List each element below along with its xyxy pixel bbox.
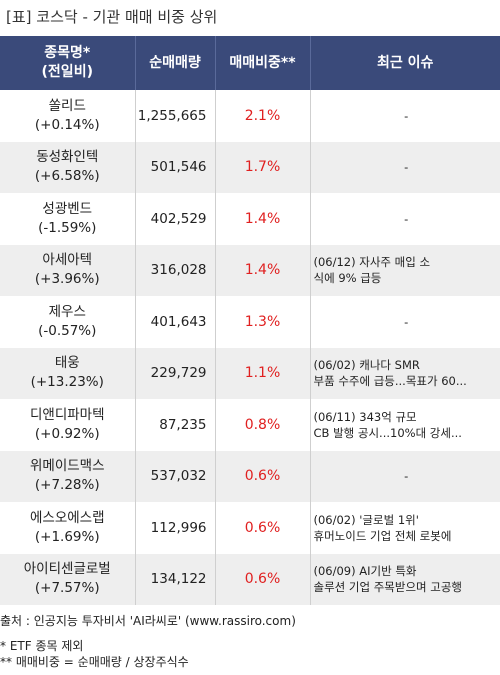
issue-line1: (06/12) 자사주 매입 소 [313, 255, 431, 270]
header-name-line2: (전일비) [41, 64, 93, 80]
issue-line2: 솔루션 기업 주목받으며 고공행 [313, 580, 463, 595]
issue-line1: (06/11) 343억 규모 [313, 409, 417, 424]
recent-issue: - [310, 296, 500, 348]
stock-change: (+1.69%) [34, 528, 100, 545]
header-net-volume: 순매매량 [135, 36, 216, 90]
stock-name: 위메이드맥스 [29, 458, 105, 475]
stock-change: (+7.57%) [34, 580, 100, 597]
net-volume: 501,546 [135, 141, 216, 193]
stock-name-cell: 태웅 (+13.23%) [0, 347, 136, 399]
recent-issue: (06/02) '글로벌 1위' 휴머노이드 기업 전체 로봇에 [310, 502, 500, 554]
header-trade-ratio: 매매비중** [215, 36, 311, 90]
stock-name-cell: 동성화인텍 (+6.58%) [0, 141, 136, 193]
net-volume: 537,032 [135, 450, 216, 502]
table-row: 태웅 (+13.23%) 229,729 1.1% (06/02) 캐나다 SMR 부품 … [0, 347, 500, 400]
trade-ratio: 1.7% [215, 141, 311, 193]
issue-line1: (06/02) 캐나다 SMR [313, 358, 420, 373]
net-volume: 134,122 [135, 553, 216, 605]
ranking-table: 종목명* (전일비) 순매매량 매매비중** 최근 이슈 쏠리드 (+0.14%)… [0, 36, 500, 605]
source-note: 출처 : 인공지능 투자비서 'AI라씨로' (www.rassiro.com) [0, 614, 296, 628]
table-header-row: 종목명* (전일비) 순매매량 매매비중** 최근 이슈 [0, 36, 500, 90]
issue-line2: 식에 9% 급등 [313, 271, 382, 286]
stock-name: 제우스 [48, 303, 86, 320]
footnote-etf: * ETF 종목 제외 [0, 639, 84, 653]
trade-ratio: 0.6% [215, 450, 311, 502]
net-volume: 229,729 [135, 347, 216, 399]
recent-issue: - [310, 142, 500, 194]
stock-name-cell: 아이티센글로벌 (+7.57%) [0, 553, 136, 605]
table-row: 동성화인텍 (+6.58%) 501,546 1.7% - [0, 141, 500, 194]
table-row: 아이티센글로벌 (+7.57%) 134,122 0.6% (06/09) AI기반 특… [0, 553, 500, 606]
stock-change: (-1.59%) [38, 219, 97, 236]
stock-name: 태웅 [54, 355, 80, 372]
table-row: 성광벤드 (-1.59%) 402,529 1.4% - [0, 193, 500, 245]
net-volume: 402,529 [135, 193, 216, 245]
issue-line1: - [404, 108, 409, 123]
issue-line2: CB 발행 공시...10%대 강세... [313, 425, 462, 440]
stock-change: (+3.96%) [34, 271, 100, 288]
stock-name: 성광벤드 [42, 200, 93, 217]
issue-line1: (06/02) '글로벌 1위' [313, 512, 419, 527]
stock-name-cell: 쏠리드 (+0.14%) [0, 90, 136, 142]
recent-issue: (06/09) AI기반 특화 솔루션 기업 주목받으며 고공행 [310, 554, 500, 606]
trade-ratio: 2.1% [215, 90, 311, 142]
recent-issue: - [310, 193, 500, 245]
stock-change: (+6.58%) [34, 168, 100, 185]
issue-line1: - [404, 469, 409, 484]
stock-name: 동성화인텍 [36, 149, 99, 166]
trade-ratio: 0.6% [215, 502, 311, 554]
table-row: 디앤디파마텍 (+0.92%) 87,235 0.8% (06/11) 343억 규모 C… [0, 399, 500, 451]
issue-line2: 휴머노이드 기업 전체 로봇에 [313, 528, 452, 543]
trade-ratio: 1.4% [215, 193, 311, 245]
header-stock-name: 종목명* (전일비) [0, 36, 136, 90]
table-row: 제우스 (-0.57%) 401,643 1.3% - [0, 296, 500, 348]
stock-name: 쏠리드 [48, 97, 86, 114]
stock-change: (+0.92%) [34, 425, 100, 442]
recent-issue: (06/11) 343억 규모 CB 발행 공시...10%대 강세... [310, 399, 500, 451]
table-row: 쏠리드 (+0.14%) 1,255,665 2.1% - [0, 90, 500, 142]
stock-name-cell: 아세아텍 (+3.96%) [0, 244, 136, 296]
issue-line1: - [404, 314, 409, 329]
stock-name: 디앤디파마텍 [29, 406, 105, 423]
header-name-line1: 종목명* [44, 45, 91, 61]
trade-ratio: 0.6% [215, 553, 311, 605]
net-volume: 1,255,665 [135, 90, 216, 142]
issue-line1: - [404, 160, 409, 175]
issue-line2: 부품 수주에 급등...목표가 60... [313, 374, 467, 389]
footnote-ratio: ** 매매비중 = 순매매량 / 상장주식수 [0, 655, 189, 669]
net-volume: 112,996 [135, 502, 216, 554]
stock-name: 아세아텍 [42, 252, 93, 269]
stock-name-cell: 제우스 (-0.57%) [0, 296, 136, 348]
table-body: 쏠리드 (+0.14%) 1,255,665 2.1% - 동성화인텍 (+6.58%) 50… [0, 90, 500, 605]
stock-name-cell: 성광벤드 (-1.59%) [0, 193, 136, 245]
net-volume: 401,643 [135, 296, 216, 348]
issue-line1: - [404, 211, 409, 226]
stock-name: 아이티센글로벌 [23, 561, 111, 578]
stock-name-cell: 디앤디파마텍 (+0.92%) [0, 399, 136, 451]
trade-ratio: 1.1% [215, 347, 311, 399]
recent-issue: (06/02) 캐나다 SMR 부품 수주에 급등...목표가 60... [310, 348, 500, 400]
header-recent-issue: 최근 이슈 [310, 36, 500, 90]
stock-change: (+13.23%) [30, 374, 104, 391]
trade-ratio: 1.3% [215, 296, 311, 348]
trade-ratio: 0.8% [215, 399, 311, 451]
stock-change: (+0.14%) [34, 116, 100, 133]
table-title: [표] 코스닥 - 기관 매매 비중 상위 [6, 8, 218, 26]
recent-issue: - [310, 90, 500, 142]
trade-ratio: 1.4% [215, 244, 311, 296]
recent-issue: (06/12) 자사주 매입 소 식에 9% 급등 [310, 245, 500, 297]
stock-name: 에스오에스랩 [29, 509, 105, 526]
recent-issue: - [310, 451, 500, 503]
stock-change: (+7.28%) [34, 477, 100, 494]
net-volume: 87,235 [135, 399, 216, 451]
stock-name-cell: 위메이드맥스 (+7.28%) [0, 450, 136, 502]
net-volume: 316,028 [135, 244, 216, 296]
stock-name-cell: 에스오에스랩 (+1.69%) [0, 502, 136, 554]
table-row: 위메이드맥스 (+7.28%) 537,032 0.6% - [0, 450, 500, 503]
issue-line1: (06/09) AI기반 특화 [313, 564, 417, 579]
stock-change: (-0.57%) [38, 322, 97, 339]
table-row: 에스오에스랩 (+1.69%) 112,996 0.6% (06/02) '글로벌 1위… [0, 502, 500, 554]
